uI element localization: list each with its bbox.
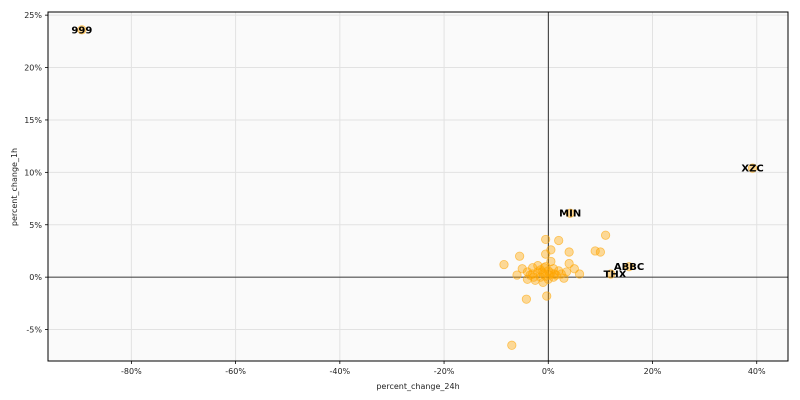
scatter-point bbox=[507, 340, 517, 350]
y-tick-label: 15% bbox=[24, 116, 42, 125]
y-tick-label: 25% bbox=[24, 11, 42, 20]
x-tick-label: -60% bbox=[225, 367, 246, 376]
plot-frame bbox=[47, 11, 789, 362]
x-tick-label: -80% bbox=[121, 367, 142, 376]
scatter-point bbox=[574, 269, 585, 279]
scatter-point bbox=[539, 263, 549, 273]
scatter-points bbox=[77, 25, 758, 350]
plot-background bbox=[48, 12, 788, 361]
scatter-point bbox=[624, 262, 634, 272]
point-annotation: ABBC bbox=[614, 262, 644, 273]
y-tick-label: 20% bbox=[24, 64, 42, 73]
scatter-point bbox=[595, 247, 605, 257]
scatter-point bbox=[529, 272, 539, 282]
scatter-point bbox=[554, 235, 564, 246]
y-tick-label: 5% bbox=[29, 221, 42, 230]
scatter-point bbox=[499, 259, 509, 270]
x-tick-label: 0% bbox=[542, 367, 555, 376]
scatter-point bbox=[561, 267, 572, 277]
point-annotation: THX bbox=[604, 270, 627, 281]
scatter-point bbox=[521, 294, 531, 304]
x-axis-label: percent_change_24h bbox=[376, 382, 459, 391]
x-tick-label: 20% bbox=[644, 367, 662, 376]
scatter-point bbox=[541, 249, 551, 259]
scatter-point bbox=[77, 25, 87, 35]
x-tick-label: -20% bbox=[434, 367, 455, 376]
grid-lines bbox=[48, 12, 788, 361]
reference-lines bbox=[48, 12, 788, 361]
y-tick-label: -5% bbox=[26, 326, 42, 335]
scatter-point bbox=[542, 291, 552, 301]
y-axis-ticks: -5% 0% 5% 10% 15% 20% 25% bbox=[24, 11, 48, 335]
y-axis-label: percent_change_1h bbox=[10, 148, 19, 226]
scatter-point bbox=[565, 208, 575, 218]
scatter-point bbox=[549, 269, 560, 279]
y-tick-label: 10% bbox=[24, 168, 42, 177]
scatter-point bbox=[517, 264, 527, 274]
x-tick-label: 40% bbox=[748, 367, 766, 376]
scatter-point bbox=[564, 247, 574, 257]
scatter-point bbox=[601, 230, 611, 240]
x-tick-label: -40% bbox=[329, 367, 350, 376]
point-annotation: XZC bbox=[741, 164, 763, 175]
point-annotation: MIN bbox=[559, 209, 581, 220]
scatter-point bbox=[606, 269, 616, 279]
scatter-point bbox=[512, 270, 522, 280]
scatter-point bbox=[515, 251, 525, 261]
scatter-point bbox=[541, 234, 551, 245]
y-tick-label: 0% bbox=[29, 273, 42, 282]
scatter-point bbox=[747, 163, 758, 173]
point-annotation: 999 bbox=[71, 25, 92, 36]
x-axis-ticks: -80% -60% -40% -20% 0% 20% 40% bbox=[121, 361, 766, 376]
